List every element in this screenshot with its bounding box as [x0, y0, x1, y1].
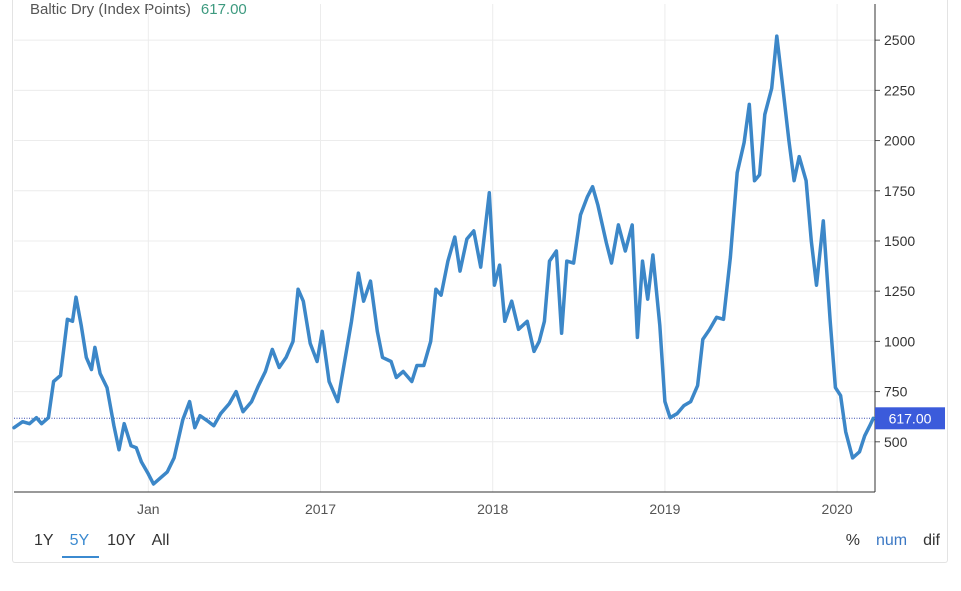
x-tick-label: 2019 [649, 501, 680, 517]
last-value-tag-label: 617.00 [889, 410, 932, 426]
chart-title: Baltic Dry (Index Points) [30, 1, 191, 18]
x-tick-label: 2020 [822, 501, 853, 517]
y-tick-label: 1000 [884, 333, 915, 349]
y-tick-label: 750 [884, 384, 908, 400]
tab-1y[interactable]: 1Y [34, 532, 54, 549]
mode-percent[interactable]: % [845, 532, 860, 549]
chart-axes [14, 4, 880, 493]
range-tabs: 1Y 5Y 10Y All [26, 530, 177, 558]
tab-10y[interactable]: 10Y [107, 532, 136, 549]
x-axis-labels: Jan 2017 2018 2019 2020 [137, 501, 853, 517]
mode-num[interactable]: num [875, 532, 908, 549]
y-tick-label: 1500 [884, 233, 915, 249]
y-tick-label: 1250 [884, 283, 915, 299]
chart-panel [12, 0, 948, 563]
y-tick-label: 500 [884, 434, 908, 450]
mode-tabs: % num dif [843, 530, 943, 552]
last-value-tag: 617.00 [875, 407, 945, 430]
y-axis-labels: 500 750 1000 1250 1500 1750 2000 2250 2500 [884, 32, 915, 450]
tab-5y[interactable]: 5Y [61, 530, 100, 558]
y-tick-label: 2250 [884, 82, 915, 98]
chart-title-row: Baltic Dry (Index Points) 617.00 [30, 1, 247, 18]
tab-all[interactable]: All [151, 532, 170, 549]
mode-dif[interactable]: dif [923, 532, 940, 549]
x-tick-label: 2018 [477, 501, 508, 517]
x-tick-label: 2017 [305, 501, 336, 517]
y-tick-label: 1750 [884, 183, 915, 199]
y-tick-label: 2000 [884, 133, 915, 149]
x-tick-label: Jan [137, 501, 160, 517]
y-tick-label: 2500 [884, 32, 915, 48]
chart-grid [14, 4, 875, 492]
current-value: 617.00 [200, 1, 247, 18]
series-layer [12, 34, 876, 486]
series-line [12, 34, 876, 486]
last-value-tag-bg [875, 407, 945, 430]
